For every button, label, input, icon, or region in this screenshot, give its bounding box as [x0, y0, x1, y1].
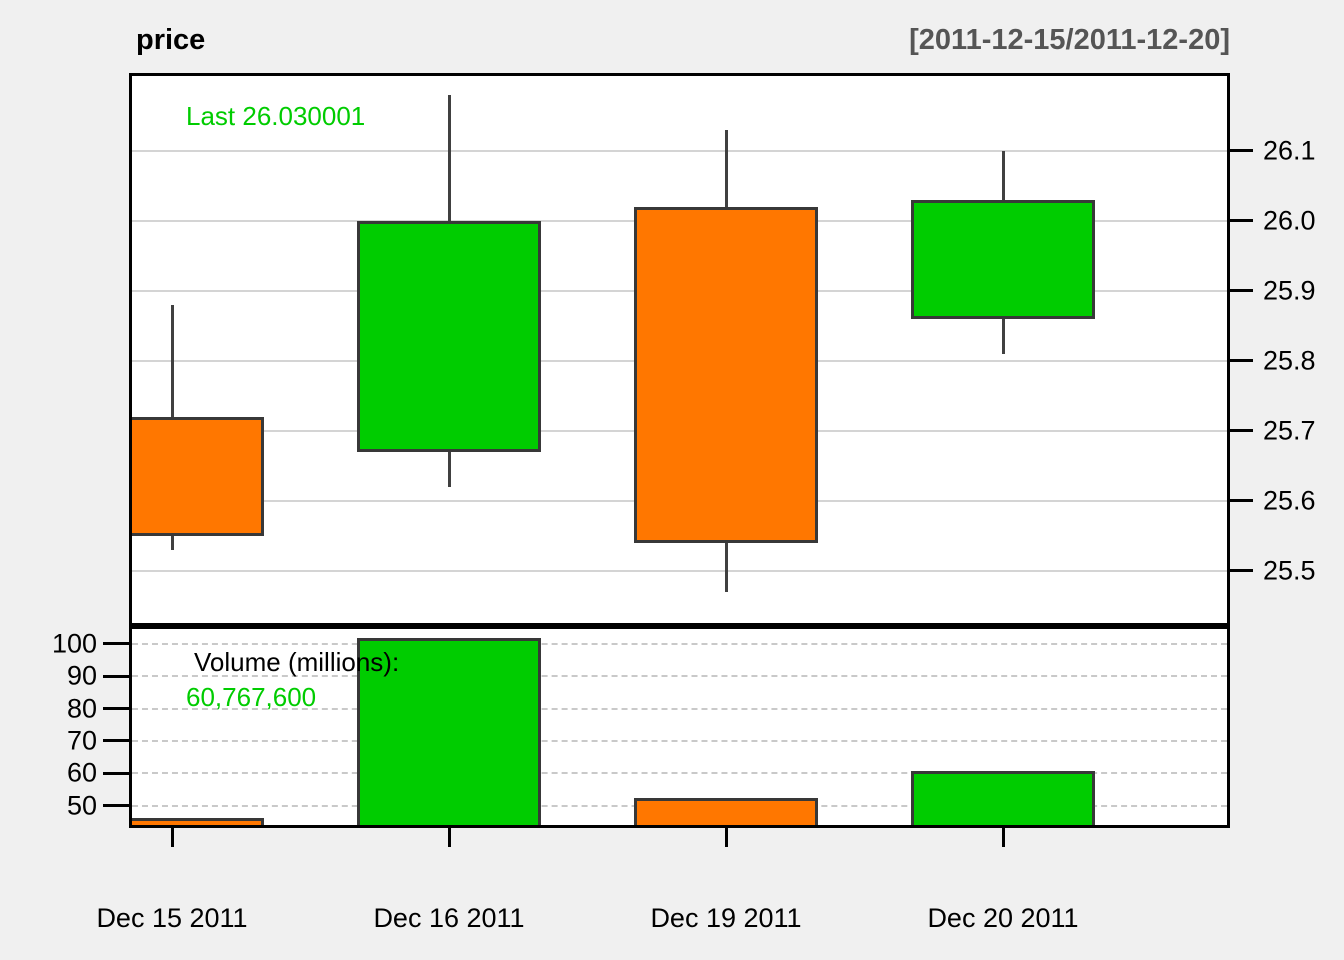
volume-axis-tick-70 — [103, 739, 132, 743]
volume-gridline-60 — [132, 772, 1227, 775]
price-gridline-25.5 — [132, 569, 1227, 572]
volume-gridline-90 — [132, 675, 1227, 678]
volume-bar-dec-19-2011 — [634, 797, 818, 825]
x-axis-label-dec-19-2011: Dec 19 2011 — [650, 903, 802, 933]
x-axis-tick-dec-19-2011 — [724, 828, 728, 847]
volume-legend-label: Volume (millions): — [194, 647, 400, 677]
x-axis-tick-dec-15-2011 — [170, 828, 174, 847]
volume-axis-label-80: 80 — [66, 693, 97, 724]
price-axis-label-26.0: 26.0 — [1263, 205, 1316, 236]
volume-panel — [129, 626, 1230, 828]
price-axis-label-25.7: 25.7 — [1263, 415, 1316, 446]
price-axis-label-25.5: 25.5 — [1263, 555, 1316, 586]
volume-axis-label-90: 90 — [66, 660, 97, 691]
volume-axis-tick-100 — [103, 642, 132, 646]
price-axis-tick-25.5 — [1228, 569, 1253, 573]
x-axis-label-dec-15-2011: Dec 15 2011 — [96, 903, 248, 933]
chart-title: price — [136, 24, 206, 56]
volume-axis-label-100: 100 — [51, 628, 97, 659]
x-axis-label-dec-16-2011: Dec 16 2011 — [373, 903, 525, 933]
volume-bar-dec-20-2011 — [911, 770, 1095, 825]
volume-gridline-100 — [132, 642, 1227, 645]
candle-body-dec-16-2011 — [357, 220, 541, 452]
volume-legend: Volume (millions): 60,767,600 — [186, 645, 399, 715]
candle-body-dec-19-2011 — [634, 206, 818, 543]
price-axis-label-25.8: 25.8 — [1263, 345, 1316, 376]
price-axis-label-25.9: 25.9 — [1263, 275, 1316, 306]
price-axis-tick-26.0 — [1228, 219, 1253, 223]
volume-bar-dec-16-2011 — [357, 637, 541, 825]
volume-axis-tick-50 — [103, 804, 132, 808]
volume-gridline-70 — [132, 739, 1227, 742]
price-axis-tick-25.9 — [1228, 289, 1253, 293]
price-axis-label-26.1: 26.1 — [1263, 135, 1316, 166]
volume-axis-tick-90 — [103, 674, 132, 678]
price-panel — [129, 73, 1230, 626]
price-axis-tick-25.7 — [1228, 429, 1253, 433]
price-axis-tick-25.8 — [1228, 359, 1253, 363]
volume-axis-tick-60 — [103, 771, 132, 775]
volume-axis-label-50: 50 — [66, 790, 97, 821]
price-axis-label-25.6: 25.6 — [1263, 485, 1316, 516]
x-axis-tick-dec-20-2011 — [1001, 828, 1005, 847]
candle-body-dec-20-2011 — [911, 199, 1095, 319]
date-range-label: [2011-12-15/2011-12-20] — [909, 24, 1230, 56]
price-axis-tick-25.6 — [1228, 499, 1253, 503]
volume-bar-dec-15-2011 — [132, 818, 264, 825]
candle-body-dec-15-2011 — [132, 416, 264, 536]
volume-gridline-80 — [132, 707, 1227, 710]
x-axis-tick-dec-16-2011 — [447, 828, 451, 847]
price-gridline-26.1 — [132, 149, 1227, 152]
volume-axis-label-60: 60 — [66, 757, 97, 788]
volume-legend-value: 60,767,600 — [186, 682, 317, 712]
volume-axis-label-70: 70 — [66, 725, 97, 756]
price-axis-tick-26.1 — [1228, 149, 1253, 153]
last-price-legend: Last 26.030001 — [186, 101, 366, 131]
x-axis-label-dec-20-2011: Dec 20 2011 — [927, 903, 1079, 933]
volume-axis-tick-80 — [103, 707, 132, 711]
